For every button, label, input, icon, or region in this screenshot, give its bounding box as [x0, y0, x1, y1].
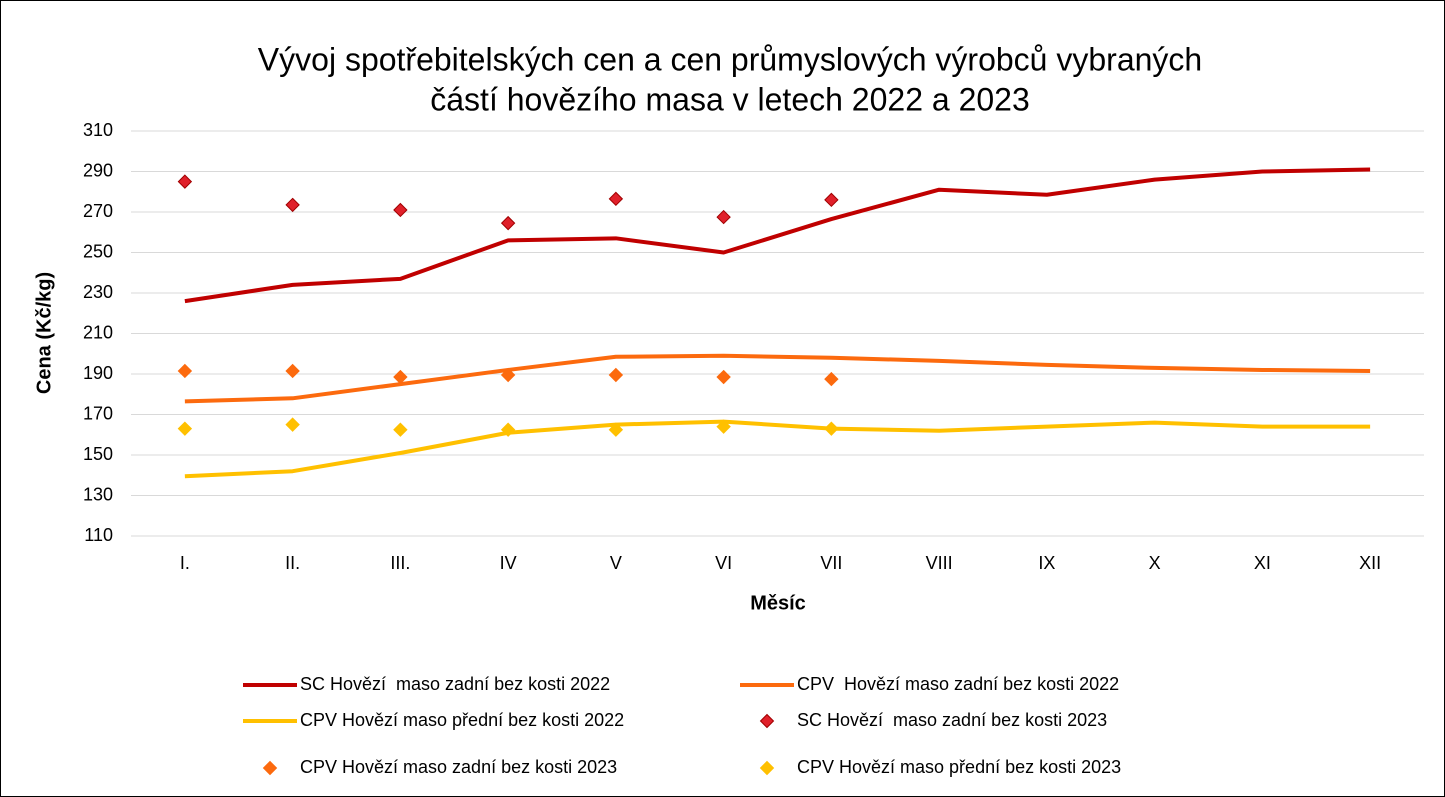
legend-label: SC Hovězí maso zadní bez kosti 2022 — [300, 674, 610, 694]
legend-marker — [759, 713, 775, 729]
y-tick-label: 110 — [84, 525, 113, 545]
data-point — [393, 202, 408, 218]
data-point — [500, 422, 516, 437]
x-tick-label: I. — [180, 553, 190, 573]
x-tick-label: IV — [500, 553, 517, 573]
data-point — [824, 371, 839, 387]
x-tick-label: XI — [1254, 553, 1271, 573]
legend-label: SC Hovězí maso zadní bez kosti 2023 — [797, 710, 1107, 730]
data-point — [500, 367, 516, 383]
legend-label: CPV Hovězí maso zadní bez kosti 2022 — [797, 674, 1119, 694]
y-tick-label: 310 — [83, 120, 113, 140]
y-tick-label: 190 — [83, 363, 113, 383]
data-point — [608, 191, 624, 207]
x-tick-label: XII — [1359, 553, 1381, 573]
x-tick-label: V — [610, 553, 622, 573]
data-point — [608, 367, 624, 383]
x-tick-label: VI — [715, 553, 732, 573]
legend-marker — [262, 760, 278, 776]
y-tick-label: 290 — [83, 160, 113, 180]
data-point — [500, 215, 516, 231]
data-point — [824, 421, 839, 436]
data-point — [177, 421, 193, 436]
data-point — [285, 417, 300, 432]
x-tick-label: III. — [390, 553, 410, 573]
series-line — [184, 167, 1371, 304]
legend-label: CPV Hovězí maso zadní bez kosti 2023 — [300, 757, 617, 777]
x-tick-label: IX — [1038, 553, 1055, 573]
data-point — [608, 422, 624, 437]
data-point — [716, 209, 731, 225]
data-point — [716, 419, 731, 434]
y-tick-label: 250 — [83, 241, 113, 261]
legend-label: CPV Hovězí maso přední bez kosti 2022 — [300, 710, 624, 730]
x-axis-label: Měsíc — [750, 592, 806, 614]
x-tick-label: X — [1149, 553, 1161, 573]
data-point — [177, 363, 193, 379]
y-axis-label: Cena (Kč/kg) — [33, 272, 55, 394]
data-point — [285, 197, 300, 213]
y-tick-label: 170 — [83, 403, 113, 423]
y-tick-label: 210 — [83, 322, 113, 342]
data-point — [393, 369, 408, 385]
data-point — [824, 192, 839, 208]
series-line — [184, 419, 1371, 479]
legend-marker — [759, 760, 775, 776]
data-point — [177, 174, 193, 189]
chart-title: částí hovězího masa v letech 2022 a 2023 — [430, 81, 1030, 117]
data-point — [393, 422, 408, 437]
series-line — [184, 353, 1371, 404]
x-tick-label: II. — [285, 553, 300, 573]
y-tick-label: 230 — [83, 282, 113, 302]
data-point — [716, 369, 731, 385]
legend-label: CPV Hovězí maso přední bez kosti 2023 — [797, 757, 1121, 777]
y-tick-label: 150 — [83, 444, 113, 464]
x-tick-label: VIII — [926, 553, 953, 573]
x-tick-label: VII — [820, 553, 842, 573]
data-point — [285, 363, 300, 379]
y-tick-label: 130 — [83, 484, 113, 504]
chart-title: Vývoj spotřebitelských cen a cen průmysl… — [258, 41, 1202, 77]
y-tick-label: 270 — [83, 201, 113, 221]
